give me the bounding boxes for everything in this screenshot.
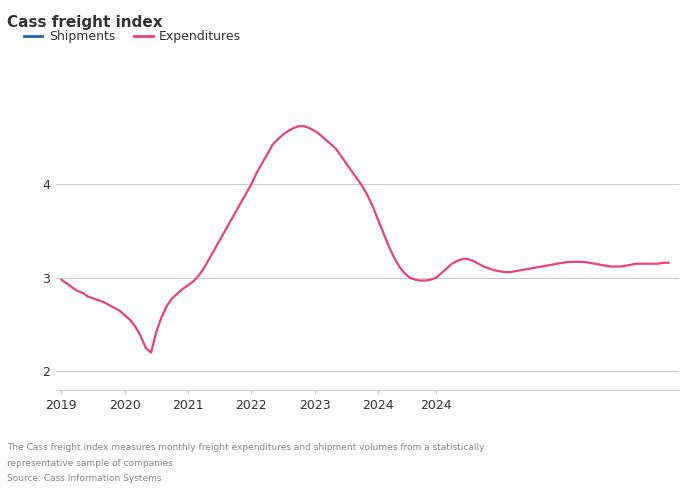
Text: Source: Cass Information Systems: Source: Cass Information Systems xyxy=(7,474,162,483)
Legend: Shipments, Expenditures: Shipments, Expenditures xyxy=(19,25,246,48)
Text: representative sample of companies.: representative sample of companies. xyxy=(7,459,176,468)
Text: Cass freight index: Cass freight index xyxy=(7,15,162,30)
Text: The Cass freight index measures monthly freight expenditures and shipment volume: The Cass freight index measures monthly … xyxy=(7,442,484,452)
